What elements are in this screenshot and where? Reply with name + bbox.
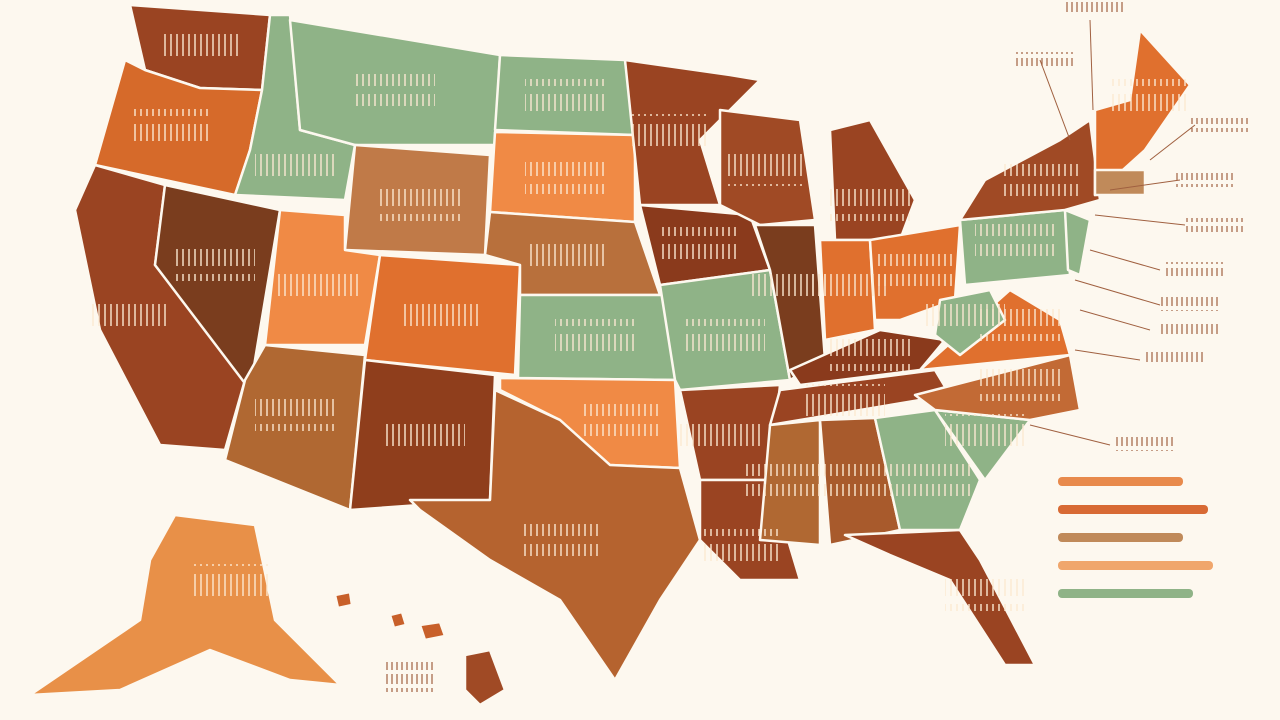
leader-label	[1015, 52, 1075, 66]
leader-line	[1074, 279, 1161, 306]
leader-label	[1115, 437, 1175, 451]
state-label	[830, 189, 910, 221]
state-label	[875, 254, 955, 286]
state-label	[945, 414, 1025, 446]
state-label	[980, 369, 1060, 401]
leader-label	[1160, 297, 1220, 311]
state-label	[355, 74, 435, 106]
state-label	[90, 299, 170, 331]
flag	[385, 662, 433, 692]
state-label	[685, 319, 765, 351]
legend-swatch	[1058, 561, 1213, 570]
state	[333, 590, 354, 610]
state-label	[805, 384, 885, 416]
state-label	[725, 154, 805, 186]
state-label	[190, 564, 270, 596]
state-label	[160, 28, 240, 60]
legend-swatch	[1058, 589, 1193, 598]
leader-label	[1065, 0, 1125, 14]
state-label	[525, 79, 605, 111]
state-label	[278, 269, 358, 301]
state-label	[630, 114, 710, 146]
legend	[1058, 477, 1213, 598]
state-label	[945, 579, 1025, 611]
leader-lines	[1015, 0, 1248, 451]
legend-swatch	[1058, 505, 1208, 514]
leader-line	[1029, 424, 1111, 446]
leader-label	[1160, 322, 1220, 336]
state-label	[925, 299, 1005, 331]
state-label	[680, 419, 760, 451]
leader-label	[1188, 118, 1248, 132]
state	[463, 648, 507, 707]
leader-line	[1039, 59, 1071, 141]
state-label	[255, 399, 335, 431]
leader-line	[1109, 179, 1181, 191]
leader-line	[1149, 124, 1196, 161]
state-label	[255, 149, 335, 181]
state-label	[520, 524, 600, 556]
state-label	[660, 227, 740, 259]
leader-label	[1145, 352, 1205, 366]
state-label	[130, 109, 210, 141]
legend-swatch	[1058, 533, 1183, 542]
state-label	[528, 239, 608, 271]
state	[828, 118, 917, 242]
state-label	[975, 224, 1055, 256]
state-label	[808, 269, 888, 301]
state	[28, 513, 342, 697]
state-label	[400, 299, 480, 331]
legend-swatch	[1058, 477, 1183, 486]
state	[1063, 208, 1092, 277]
state-label	[385, 419, 465, 451]
state-label	[525, 162, 605, 194]
state-label	[890, 464, 970, 496]
leader-line	[1089, 19, 1094, 111]
state-label	[1000, 164, 1080, 196]
state-label	[700, 529, 780, 561]
state-label	[830, 339, 910, 371]
state-label	[555, 319, 635, 351]
leader-line	[1079, 309, 1151, 331]
state	[843, 528, 1037, 667]
state	[418, 620, 447, 642]
leader-label	[1175, 173, 1235, 187]
leader-line	[1094, 214, 1186, 226]
leader-line	[1074, 349, 1141, 361]
state-label	[580, 404, 660, 436]
leader-label	[1165, 262, 1225, 276]
state-label	[810, 464, 890, 496]
leader-label	[1185, 218, 1245, 232]
state-label	[1110, 79, 1190, 111]
state	[1093, 168, 1147, 197]
state-label	[175, 249, 255, 281]
state-label	[380, 189, 460, 221]
state-labels	[90, 28, 1190, 692]
leader-line	[1089, 249, 1161, 271]
state	[388, 610, 408, 630]
